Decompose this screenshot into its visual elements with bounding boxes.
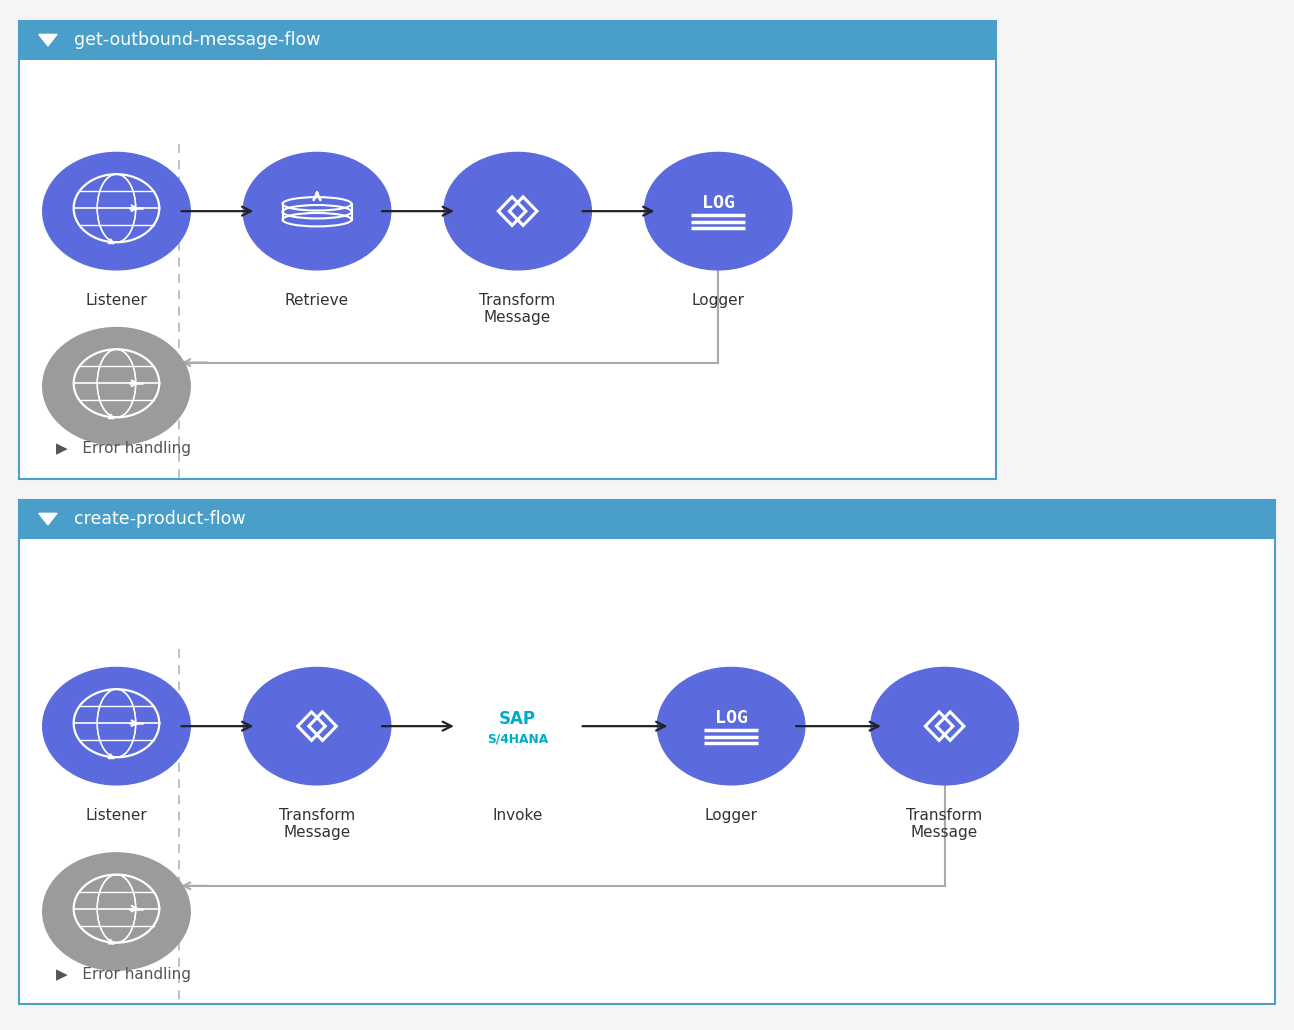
- FancyBboxPatch shape: [19, 500, 1275, 539]
- Text: ▶   Error handling: ▶ Error handling: [56, 966, 190, 982]
- Text: Invoke: Invoke: [493, 808, 542, 823]
- Text: get-outbound-message-flow: get-outbound-message-flow: [74, 31, 320, 49]
- Text: Retrieve: Retrieve: [285, 293, 349, 308]
- Text: Listener: Listener: [85, 293, 148, 308]
- Text: Transform
Message: Transform Message: [907, 808, 982, 839]
- Circle shape: [871, 667, 1018, 785]
- Circle shape: [43, 328, 190, 445]
- Circle shape: [43, 853, 190, 970]
- FancyBboxPatch shape: [19, 500, 1275, 1004]
- Text: create-product-flow: create-product-flow: [74, 510, 246, 528]
- Text: ▶   Error handling: ▶ Error handling: [56, 441, 190, 456]
- FancyBboxPatch shape: [19, 21, 996, 479]
- Circle shape: [43, 667, 190, 785]
- Text: Logger: Logger: [705, 808, 757, 823]
- Circle shape: [644, 152, 792, 270]
- Circle shape: [243, 667, 391, 785]
- Circle shape: [444, 152, 591, 270]
- Text: Listener: Listener: [85, 808, 148, 823]
- FancyBboxPatch shape: [19, 21, 996, 60]
- Text: S/4HANA: S/4HANA: [487, 732, 549, 746]
- Text: LOG: LOG: [701, 194, 735, 212]
- Text: Transform
Message: Transform Message: [480, 293, 555, 324]
- Text: SAP: SAP: [499, 710, 536, 728]
- Text: Logger: Logger: [692, 293, 744, 308]
- Polygon shape: [39, 513, 57, 525]
- Text: Transform
Message: Transform Message: [280, 808, 355, 839]
- Circle shape: [657, 667, 805, 785]
- Text: LOG: LOG: [714, 709, 748, 727]
- Circle shape: [243, 152, 391, 270]
- Circle shape: [43, 152, 190, 270]
- Polygon shape: [39, 34, 57, 46]
